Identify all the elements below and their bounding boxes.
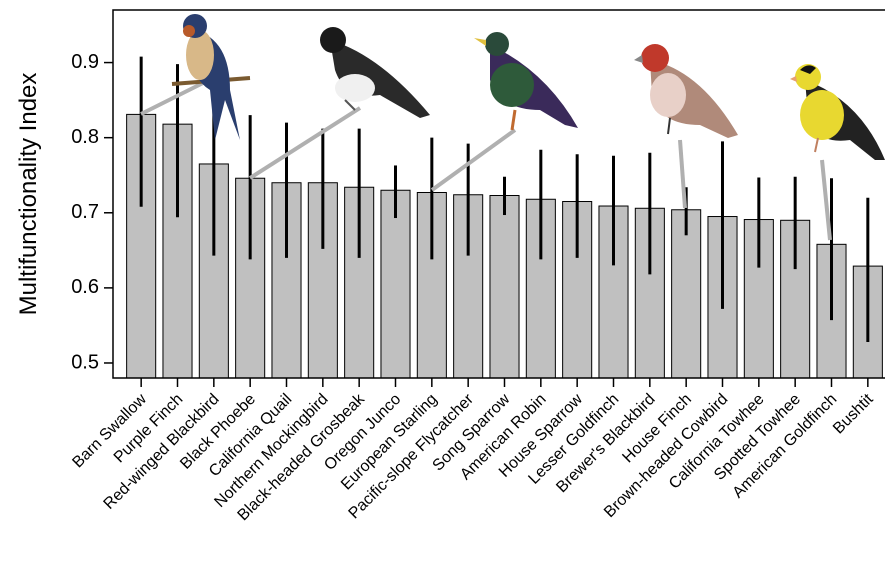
y-tick-label: 0.6 [71,276,99,298]
american-goldfinch-image [790,64,885,160]
bar [380,189,411,379]
black-phoebe-image [320,27,430,118]
axes-frame [112,9,885,379]
x-tick-label: Bushtit [830,390,877,437]
house-finch-image [634,44,738,138]
bar [344,186,375,379]
y-tick-label: 0.9 [71,51,99,73]
y-axis-label: Multifunctionality Index [15,73,42,316]
bar [671,209,702,379]
connectors [140,80,832,241]
bird-illustrations [140,14,885,241]
y-tick-label: 0.7 [71,201,99,223]
barn-swallow-image [171,14,251,140]
european-starling-image [474,32,578,131]
bar [489,195,520,379]
y-tick-label: 0.5 [71,351,99,373]
y-tick-label: 0.8 [71,126,99,148]
